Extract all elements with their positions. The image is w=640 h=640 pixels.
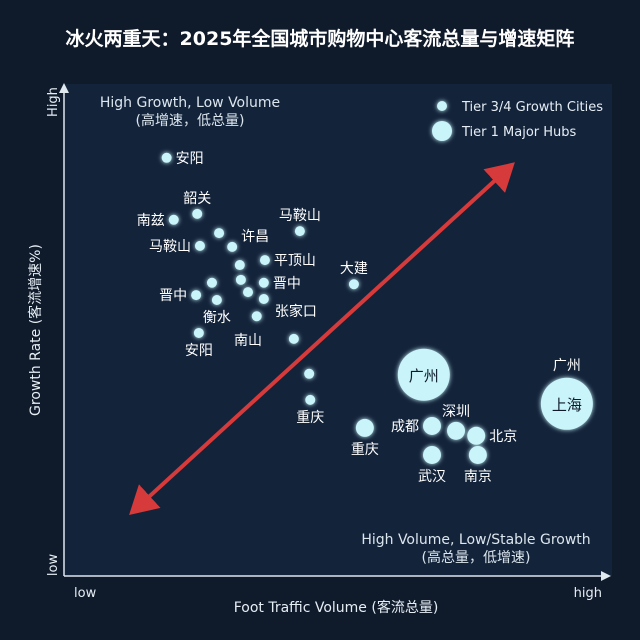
point-label: 晋中: [159, 288, 187, 304]
data-point: [161, 152, 172, 163]
point-label: 马鞍山: [279, 208, 321, 224]
point-label: 重庆: [351, 442, 379, 458]
quadrant-sublabel-bottom-right: (高总量，低增速): [422, 549, 531, 566]
data-point: [468, 445, 487, 464]
data-point: [235, 274, 246, 285]
y-tick-high: High: [46, 87, 61, 117]
data-point: [168, 214, 179, 225]
data-point: [193, 327, 204, 338]
point-label: 张家口: [275, 303, 317, 320]
legend-label: Tier 3/4 Growth Cities: [461, 100, 603, 115]
point-label: 南京: [464, 469, 492, 485]
data-point: [258, 277, 269, 288]
point-label: 成都: [391, 419, 419, 435]
data-point: [259, 255, 270, 266]
x-tick-low: low: [74, 586, 97, 601]
y-axis-label: Growth Rate (客流增速%): [27, 244, 44, 416]
data-point: [304, 368, 315, 379]
data-point: [355, 418, 374, 437]
data-point: [447, 421, 466, 440]
quadrant-label-top-left: High Growth, Low Volume: [100, 95, 280, 111]
data-point: [258, 294, 269, 305]
point-label: 衡水: [203, 310, 231, 326]
data-point: [234, 260, 245, 271]
data-point: [214, 228, 225, 239]
point-label: 晋中: [273, 276, 301, 292]
point-label: 广州: [409, 367, 439, 385]
data-point: [294, 226, 305, 237]
data-point: [397, 348, 450, 401]
point-label: 武汉: [418, 469, 446, 485]
data-point: [540, 377, 593, 430]
data-point: [243, 287, 254, 298]
point-label: 上海: [552, 396, 582, 414]
point-label: 南山: [234, 333, 262, 349]
chart-title: 冰火两重天：2025年全国城市购物中心客流总量与增速矩阵: [65, 28, 575, 50]
point-label: 深圳: [442, 404, 470, 420]
data-point: [423, 445, 442, 464]
data-point: [192, 208, 203, 219]
point-label: 马鞍山: [149, 239, 191, 255]
data-point: [251, 311, 262, 322]
point-label-extra: 广州: [553, 358, 581, 374]
data-point: [211, 294, 222, 305]
y-tick-low: low: [46, 554, 61, 577]
legend-marker: [437, 101, 447, 111]
point-label: 许昌: [241, 229, 269, 245]
trend-arrow: [129, 162, 515, 515]
data-point: [288, 333, 299, 344]
point-label: 大建: [340, 261, 368, 277]
legend-label: Tier 1 Major Hubs: [461, 125, 577, 140]
data-point: [191, 290, 202, 301]
point-label: 南兹: [137, 213, 165, 229]
data-point: [227, 241, 238, 252]
point-label: 安阳: [176, 151, 204, 167]
data-point: [305, 394, 316, 405]
data-point: [194, 240, 205, 251]
point-label: 北京: [489, 429, 517, 445]
point-label: 韶关: [183, 191, 211, 207]
data-point: [348, 279, 359, 290]
point-label: 安阳: [185, 343, 213, 359]
x-tick-high: high: [574, 586, 602, 601]
legend-marker: [432, 121, 452, 141]
quadrant-label-bottom-right: High Volume, Low/Stable Growth: [361, 532, 590, 548]
x-axis-label: Foot Traffic Volume (客流总量): [234, 599, 439, 616]
point-label: 重庆: [296, 410, 324, 426]
quadrant-sublabel-top-left: (高增速，低总量): [136, 112, 245, 129]
data-point: [206, 277, 217, 288]
point-label: 平顶山: [274, 253, 316, 269]
data-point: [423, 416, 442, 435]
data-point: [467, 426, 486, 445]
